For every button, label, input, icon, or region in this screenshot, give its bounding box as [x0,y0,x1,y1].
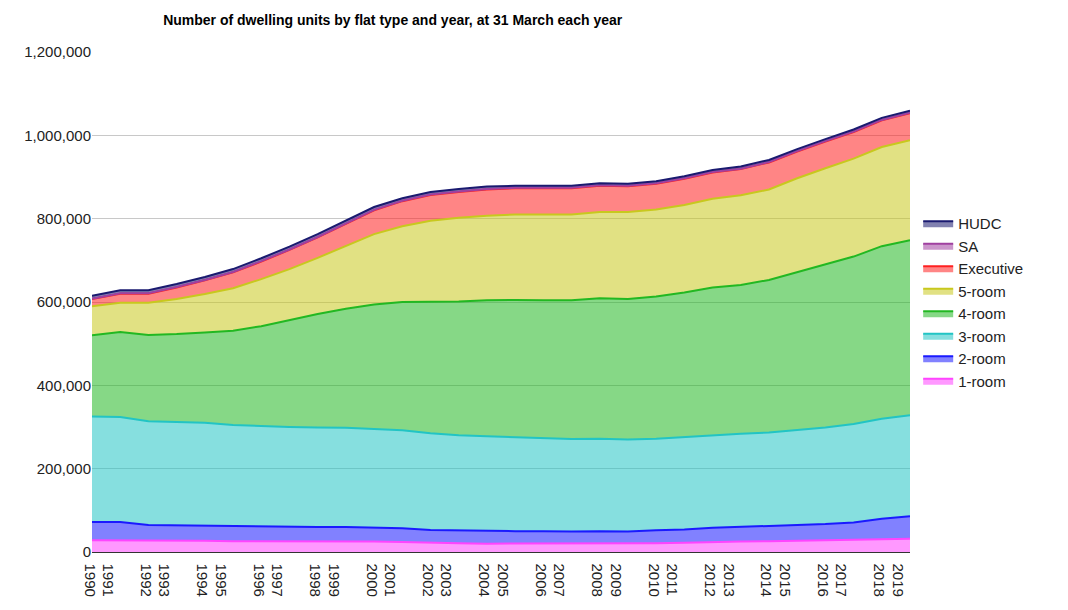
svg-text:2014: 2014 [758,564,775,597]
svg-text:2016: 2016 [815,564,832,597]
svg-text:1990: 1990 [82,564,99,597]
svg-text:Number of dwelling units by fl: Number of dwelling units by flat type an… [163,12,623,28]
svg-text:1997: 1997 [269,564,286,597]
svg-text:HUDC: HUDC [958,215,1001,232]
svg-text:0: 0 [83,543,91,560]
svg-text:1993: 1993 [156,564,173,597]
svg-text:2011: 2011 [664,564,681,596]
svg-text:2007: 2007 [551,564,568,597]
svg-text:2001: 2001 [382,564,399,597]
svg-text:1998: 1998 [307,564,324,597]
svg-text:2003: 2003 [438,564,455,597]
svg-text:4-room: 4-room [958,305,1006,322]
svg-text:3-room: 3-room [958,328,1006,345]
svg-text:2002: 2002 [420,564,437,597]
svg-text:2013: 2013 [721,564,738,597]
svg-text:1996: 1996 [251,564,268,597]
svg-text:2006: 2006 [533,564,550,597]
svg-text:2000: 2000 [364,564,381,597]
svg-text:1999: 1999 [326,564,343,597]
svg-text:1-room: 1-room [958,373,1006,390]
svg-text:Executive: Executive [958,260,1023,277]
svg-text:1995: 1995 [213,564,230,597]
svg-text:1991: 1991 [100,564,117,597]
svg-text:2009: 2009 [608,564,625,597]
svg-text:2005: 2005 [495,564,512,597]
svg-text:1992: 1992 [138,564,155,597]
svg-text:2019: 2019 [890,564,907,597]
svg-text:1994: 1994 [194,564,211,597]
svg-text:1,200,000: 1,200,000 [24,43,91,60]
svg-text:2012: 2012 [702,564,719,597]
svg-text:400,000: 400,000 [37,377,91,394]
svg-text:2008: 2008 [589,564,606,597]
svg-text:2010: 2010 [646,564,663,597]
svg-text:2004: 2004 [476,564,493,597]
svg-text:2018: 2018 [871,564,888,597]
svg-text:2015: 2015 [777,564,794,597]
svg-text:600,000: 600,000 [37,293,91,310]
svg-text:800,000: 800,000 [37,210,91,227]
svg-text:2017: 2017 [833,564,850,597]
svg-text:200,000: 200,000 [37,460,91,477]
svg-text:5-room: 5-room [958,283,1006,300]
svg-text:1,000,000: 1,000,000 [24,127,91,144]
svg-text:2-room: 2-room [958,350,1006,367]
svg-text:SA: SA [958,238,978,255]
